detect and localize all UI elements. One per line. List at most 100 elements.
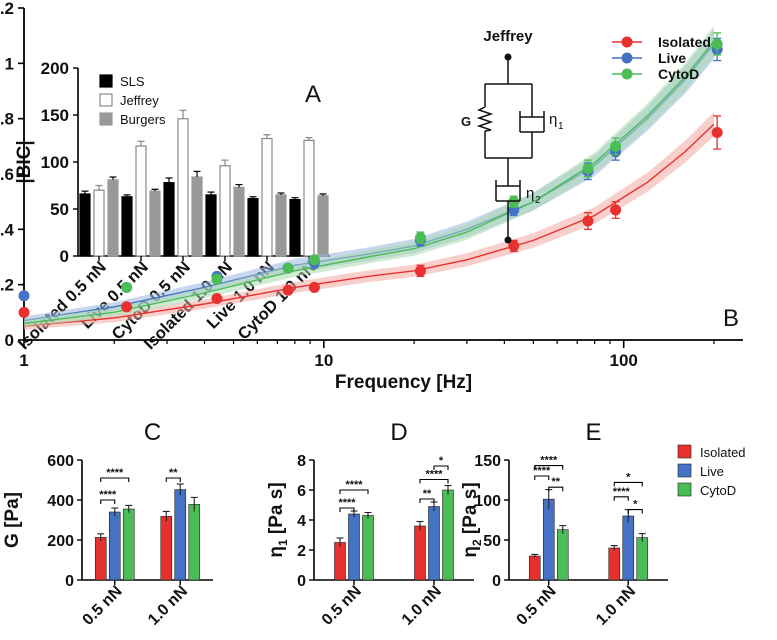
x-tick-label: 0.5 nN (80, 583, 126, 629)
bar-cytod (556, 529, 569, 581)
bar-cytod (122, 508, 135, 581)
bar-sls (289, 199, 301, 257)
legend-label-cytod: CytoD (700, 483, 736, 498)
bottom-legend: Isolated Live CytoD (677, 444, 746, 498)
significance-bracket (534, 465, 564, 470)
spring-icon (476, 106, 494, 132)
y-tick-label: 1 (5, 54, 14, 73)
legend-marker-isolated (621, 36, 633, 48)
significance-label: **** (345, 479, 363, 491)
bar-live (428, 506, 440, 581)
legend-label-cytod: CytoD (658, 66, 699, 82)
significance-label: **** (540, 455, 558, 467)
y-tick-label: 200 (47, 533, 74, 550)
significance-bracket (534, 475, 550, 480)
x-tick-label: 1.0 nN (399, 583, 445, 629)
y-tick-label: 0 (60, 247, 69, 266)
bar-burgers (149, 190, 161, 257)
y-tick-label: 100 (474, 493, 501, 510)
panel-label-e: E (585, 419, 601, 446)
panel-label-d: D (390, 419, 407, 446)
label-spring-g: G (461, 114, 471, 129)
node-bottom (504, 236, 512, 244)
bar-isolated (160, 516, 173, 581)
bar-cytod (636, 537, 649, 581)
y-axis-label-main: G [Pa] (2, 492, 23, 548)
data-point-cytod (308, 254, 320, 266)
significance-bracket (419, 478, 449, 484)
legend-label-isolated: Isolated (700, 445, 746, 460)
significance-bracket (100, 499, 116, 504)
significance-bracket (165, 477, 181, 482)
legend-label-jeffrey: Jeffrey (120, 93, 159, 108)
bar-burgers (317, 195, 329, 257)
y-tick-label: 0.6 (0, 165, 14, 184)
y-tick-label: 0.2 (0, 276, 14, 295)
bar-cytod (362, 515, 374, 581)
label-eta2: η (526, 185, 534, 202)
bar-live (348, 513, 360, 581)
data-point-isolated (282, 284, 294, 296)
y-axis-label-main: η (266, 546, 287, 558)
significance-bracket (433, 465, 449, 470)
y-tick-label: 1.2 (0, 0, 14, 18)
x-tick-label: 10 (314, 351, 333, 370)
data-point-isolated (18, 306, 30, 318)
y-axis-label: G [Pa] (2, 492, 23, 548)
bar-jeffrey (303, 139, 315, 257)
bar-live (108, 511, 121, 581)
y-tick-label: 0.8 (0, 110, 14, 129)
y-tick-label: 2 (297, 543, 306, 560)
bar-isolated (608, 547, 621, 581)
confidence-band-isolated (24, 112, 714, 330)
fit-line-isolated (23, 123, 715, 327)
data-point-isolated (508, 240, 520, 252)
data-point-isolated (610, 204, 622, 216)
significance-label: ** (551, 476, 560, 488)
legend-swatch-sls (99, 74, 113, 88)
panel-label-a: A (305, 81, 321, 108)
y-axis-label-sub: 2 (470, 539, 484, 546)
x-tick-label: 100 (609, 351, 637, 370)
significance-label: **** (613, 486, 631, 498)
y-tick-label: 150 (41, 106, 69, 125)
model-title: Jeffrey (483, 28, 533, 45)
data-point-isolated (582, 215, 594, 227)
significance-label: **** (425, 469, 443, 481)
y-tick-label: 0 (297, 573, 306, 590)
legend-label-burgers: Burgers (120, 112, 166, 127)
y-axis-label-main: η (460, 546, 481, 558)
fit-line-cytod (23, 40, 715, 325)
bar-isolated (94, 537, 107, 581)
significance-label: **** (533, 465, 551, 477)
legend-label-live: Live (700, 464, 724, 479)
data-point-cytod (610, 140, 622, 152)
significance-bracket (548, 486, 564, 492)
label-eta1: η (549, 111, 557, 128)
y-tick-label: 8 (297, 453, 306, 470)
bar-isolated (414, 525, 426, 581)
bar-isolated (528, 555, 541, 581)
significance-bracket (339, 489, 369, 494)
legend-swatch-live (677, 463, 692, 478)
data-point-cytod (582, 162, 594, 174)
significance-label: **** (99, 489, 117, 501)
data-point-isolated (414, 265, 426, 277)
y-tick-label: 0 (65, 573, 74, 590)
confidence-band-cytod (24, 25, 714, 328)
y-tick-label: 0 (492, 573, 501, 590)
bar-cytod (188, 504, 201, 581)
significance-label: * (439, 455, 444, 467)
data-point-isolated (308, 281, 320, 293)
bar-sls (163, 182, 175, 257)
significance-label: * (626, 471, 631, 483)
bar-isolated (334, 542, 346, 581)
data-point-isolated (211, 293, 223, 304)
significance-bracket (613, 481, 643, 487)
y-tick-label: 100 (41, 153, 69, 172)
bar-burgers (275, 194, 287, 257)
data-point-cytod (414, 232, 426, 244)
bar-jeffrey (219, 165, 231, 257)
